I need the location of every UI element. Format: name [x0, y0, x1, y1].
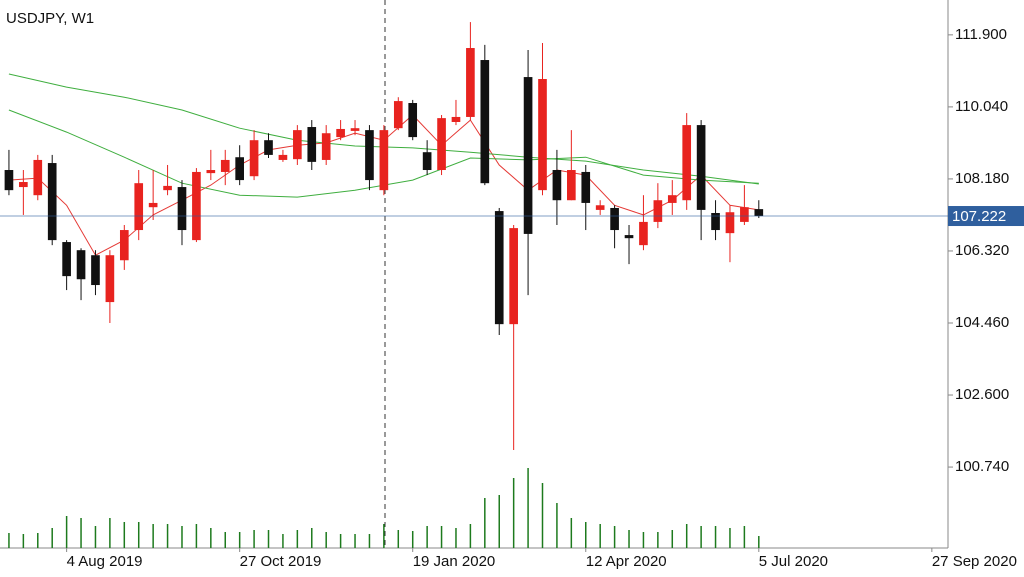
candle-body: [466, 48, 475, 117]
y-tick-label: 102.600: [955, 386, 1009, 403]
candle-body: [350, 128, 360, 131]
candle-body: [451, 116, 461, 122]
candle-body: [278, 154, 288, 160]
y-tick-label: 104.460: [955, 314, 1009, 331]
candle-body: [494, 211, 504, 325]
candle-body: [336, 128, 345, 138]
candle-body: [667, 195, 677, 203]
candle-body: [711, 213, 720, 231]
candle-body: [62, 242, 71, 277]
candle-body: [148, 202, 158, 208]
candle-body: [134, 183, 144, 231]
candle-body: [682, 125, 692, 201]
candle-body: [307, 127, 317, 162]
y-tick-label: 111.900: [955, 26, 1007, 43]
candle-body: [264, 140, 273, 155]
y-tick-label: 106.320: [955, 242, 1009, 259]
candle-body: [379, 130, 389, 191]
candle-body: [163, 185, 172, 191]
candle-body: [422, 152, 432, 171]
candle-body: [220, 159, 230, 172]
candle-body: [105, 255, 115, 303]
candle-body: [249, 140, 259, 177]
candle-body: [76, 250, 86, 280]
x-tick-label: 19 Jan 2020: [413, 553, 496, 570]
candle-body: [653, 200, 663, 222]
candle-body: [177, 187, 187, 231]
candle-body: [581, 171, 591, 203]
candle-body: [610, 207, 619, 231]
candle-body: [624, 235, 634, 239]
candle-body: [33, 159, 43, 196]
candle-body: [595, 205, 605, 210]
candle-body: [480, 60, 490, 184]
y-tick-label: 108.180: [955, 170, 1009, 187]
current-price-label: 107.222: [952, 208, 1006, 225]
candle-body: [639, 221, 648, 246]
candle-body: [192, 171, 201, 241]
candle-body: [538, 79, 547, 191]
candle-body: [740, 207, 749, 222]
candle-body: [567, 170, 576, 201]
y-tick-label: 100.740: [955, 458, 1009, 475]
candle-body: [696, 125, 706, 210]
x-tick-label: 12 Apr 2020: [586, 553, 667, 570]
x-tick-label: 27 Sep 2020: [932, 553, 1017, 570]
y-tick-label: 110.040: [955, 98, 1008, 115]
candle-body: [408, 103, 418, 138]
x-tick-label: 4 Aug 2019: [67, 553, 143, 570]
current-price-box: [948, 206, 1024, 227]
candle-body: [393, 101, 403, 129]
candle-body: [365, 130, 374, 181]
chart-title: USDJPY, W1: [6, 10, 94, 27]
x-tick-label: 5 Jul 2020: [759, 553, 828, 570]
candle-body: [509, 228, 518, 325]
candle-body: [47, 163, 57, 241]
candle-body: [754, 209, 764, 217]
candle-body: [437, 118, 446, 171]
candle-body: [206, 170, 216, 174]
candle-body: [91, 255, 100, 286]
plot-layer: [0, 22, 948, 548]
candle-body: [523, 77, 533, 234]
candle-body: [321, 133, 331, 160]
candle-body: [235, 157, 244, 181]
x-tick-label: 27 Oct 2019: [240, 553, 322, 570]
candle-body: [293, 130, 302, 160]
candle-body: [4, 170, 14, 191]
candle-body: [725, 212, 735, 234]
candle-body: [552, 170, 562, 201]
candle-body: [119, 230, 129, 261]
candle-body: [19, 182, 28, 188]
